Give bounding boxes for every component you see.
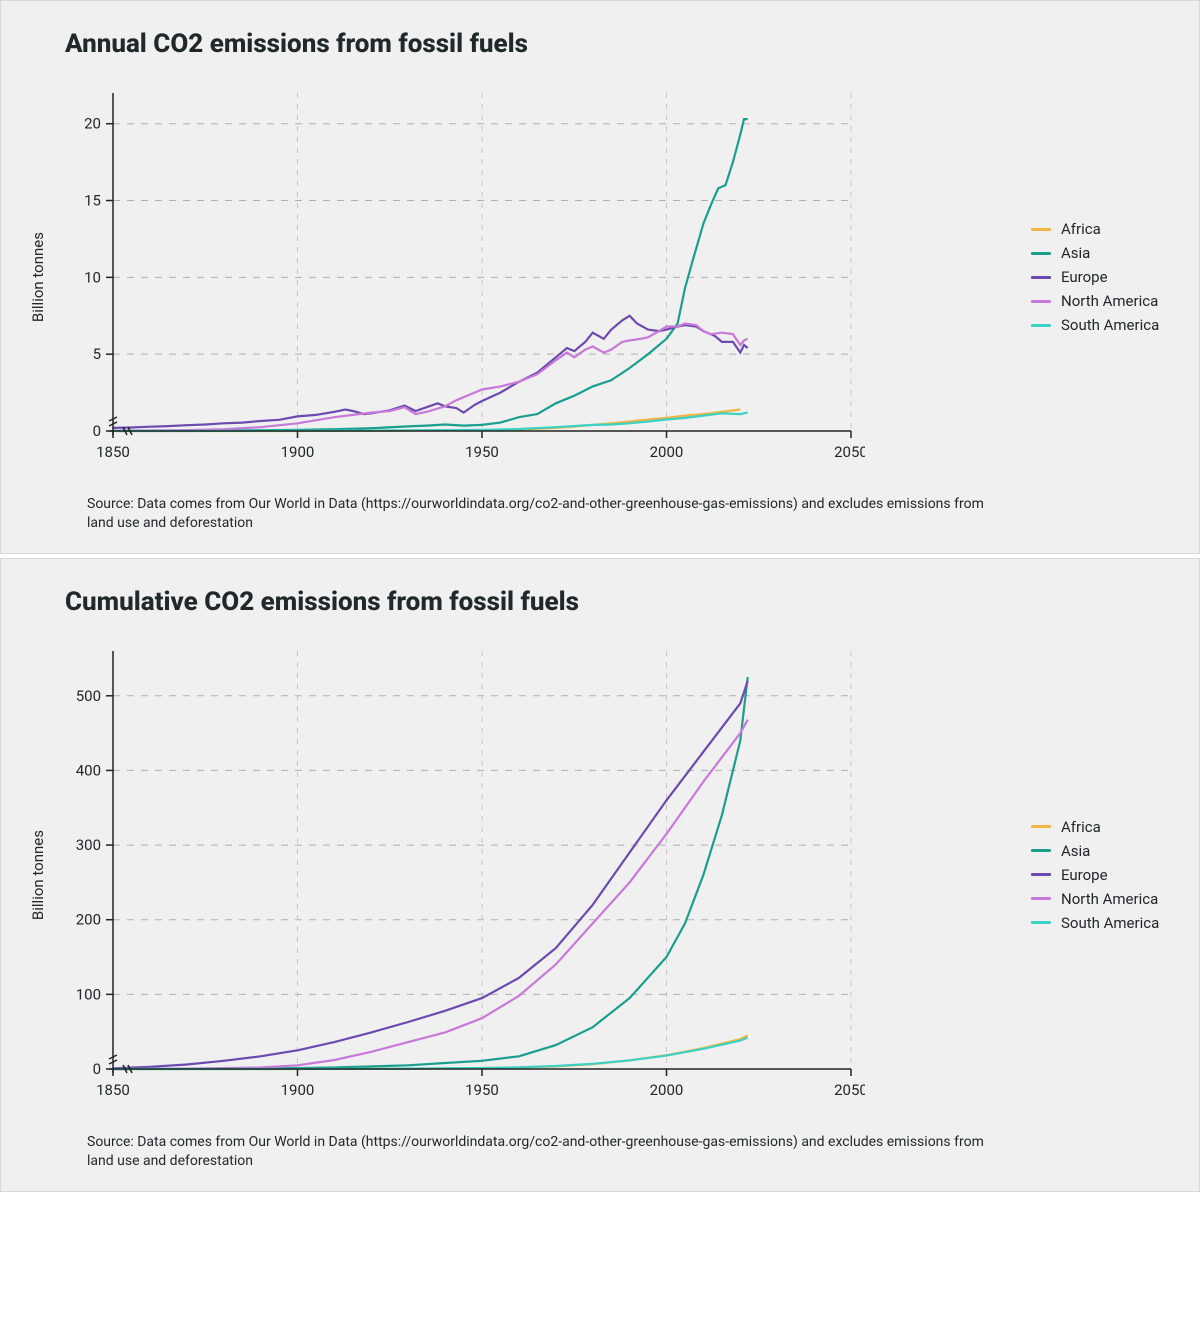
legend-label: Asia: [1061, 839, 1090, 863]
legend-swatch: [1031, 252, 1051, 255]
y-axis-label: Billion tonnes: [29, 830, 47, 920]
legend-label: Europe: [1061, 265, 1108, 289]
legend-swatch: [1031, 873, 1051, 876]
legend-label: South America: [1061, 313, 1159, 337]
series-north-america: [113, 324, 748, 431]
y-tick-label: 300: [76, 836, 101, 854]
legend-swatch: [1031, 300, 1051, 303]
source-note: Source: Data comes from Our World in Dat…: [87, 495, 987, 533]
legend-label: North America: [1061, 887, 1158, 911]
chart-panel-1: Cumulative CO2 emissions from fossil fue…: [0, 558, 1200, 1192]
y-tick-label: 500: [76, 687, 101, 705]
legend-item-north-america: North America: [1031, 289, 1171, 313]
legend: AfricaAsiaEuropeNorth AmericaSouth Ameri…: [1013, 217, 1171, 337]
legend-item-north-america: North America: [1031, 887, 1171, 911]
legend-item-south-america: South America: [1031, 313, 1171, 337]
x-tick-label: 1850: [96, 1081, 130, 1099]
legend-label: South America: [1061, 911, 1159, 935]
series-asia: [113, 119, 748, 431]
legend-item-south-america: South America: [1031, 911, 1171, 935]
legend-swatch: [1031, 276, 1051, 279]
y-tick-label: 0: [93, 1060, 101, 1078]
legend-item-africa: Africa: [1031, 815, 1171, 839]
legend-swatch: [1031, 849, 1051, 852]
plot-area: 1850 1900 1950 2000 2050 0 5 10 15 20: [55, 77, 1013, 477]
y-tick-label: 200: [76, 910, 101, 928]
legend-label: North America: [1061, 289, 1158, 313]
legend-swatch: [1031, 921, 1051, 924]
legend-label: Europe: [1061, 863, 1108, 887]
plot-area: 1850 1900 1950 2000 2050 0 100 200 300 400 500: [55, 635, 1013, 1115]
x-tick-label: 2000: [650, 443, 684, 461]
series-south-america: [113, 413, 748, 431]
y-tick-label: 15: [84, 192, 101, 210]
y-tick-label: 100: [76, 985, 101, 1003]
legend-swatch: [1031, 897, 1051, 900]
legend-item-europe: Europe: [1031, 265, 1171, 289]
legend-label: Africa: [1061, 815, 1101, 839]
x-tick-label: 1900: [281, 1081, 315, 1099]
legend-swatch: [1031, 324, 1051, 327]
line-chart: 1850 1900 1950 2000 2050 0 5 10 15 20: [55, 77, 865, 477]
x-tick-label: 1850: [96, 443, 130, 461]
chart-row: Billion tonnes 1850 1900 1950 2000 2050 0 5 10 15…: [29, 77, 1171, 477]
y-axis-label: Billion tonnes: [29, 232, 47, 322]
y-tick-label: 20: [84, 115, 101, 133]
y-tick-label: 5: [93, 345, 101, 363]
chart-panel-0: Annual CO2 emissions from fossil fuels Bi…: [0, 0, 1200, 554]
source-note: Source: Data comes from Our World in Dat…: [87, 1133, 987, 1171]
chart-title: Cumulative CO2 emissions from fossil fue…: [65, 587, 1171, 617]
legend-item-asia: Asia: [1031, 241, 1171, 265]
series-europe: [113, 681, 748, 1068]
series-north-america: [113, 719, 748, 1068]
legend-label: Africa: [1061, 217, 1101, 241]
x-tick-label: 1950: [465, 1081, 499, 1099]
legend-item-africa: Africa: [1031, 217, 1171, 241]
legend-label: Asia: [1061, 241, 1090, 265]
y-tick-label: 0: [93, 422, 101, 440]
legend-item-asia: Asia: [1031, 839, 1171, 863]
chart-title: Annual CO2 emissions from fossil fuels: [65, 29, 1171, 59]
x-tick-label: 2050: [834, 443, 865, 461]
legend-swatch: [1031, 228, 1051, 231]
x-tick-label: 1950: [465, 443, 499, 461]
x-tick-label: 1900: [281, 443, 315, 461]
x-tick-label: 2050: [834, 1081, 865, 1099]
y-tick-label: 10: [84, 268, 101, 286]
line-chart: 1850 1900 1950 2000 2050 0 100 200 300 400 500: [55, 635, 865, 1115]
y-tick-label: 400: [76, 761, 101, 779]
series-asia: [113, 677, 748, 1069]
legend: AfricaAsiaEuropeNorth AmericaSouth Ameri…: [1013, 815, 1171, 935]
chart-row: Billion tonnes 1850 1900 1950 2000 2050 0 100 20…: [29, 635, 1171, 1115]
legend-item-europe: Europe: [1031, 863, 1171, 887]
legend-swatch: [1031, 825, 1051, 828]
x-tick-label: 2000: [650, 1081, 684, 1099]
